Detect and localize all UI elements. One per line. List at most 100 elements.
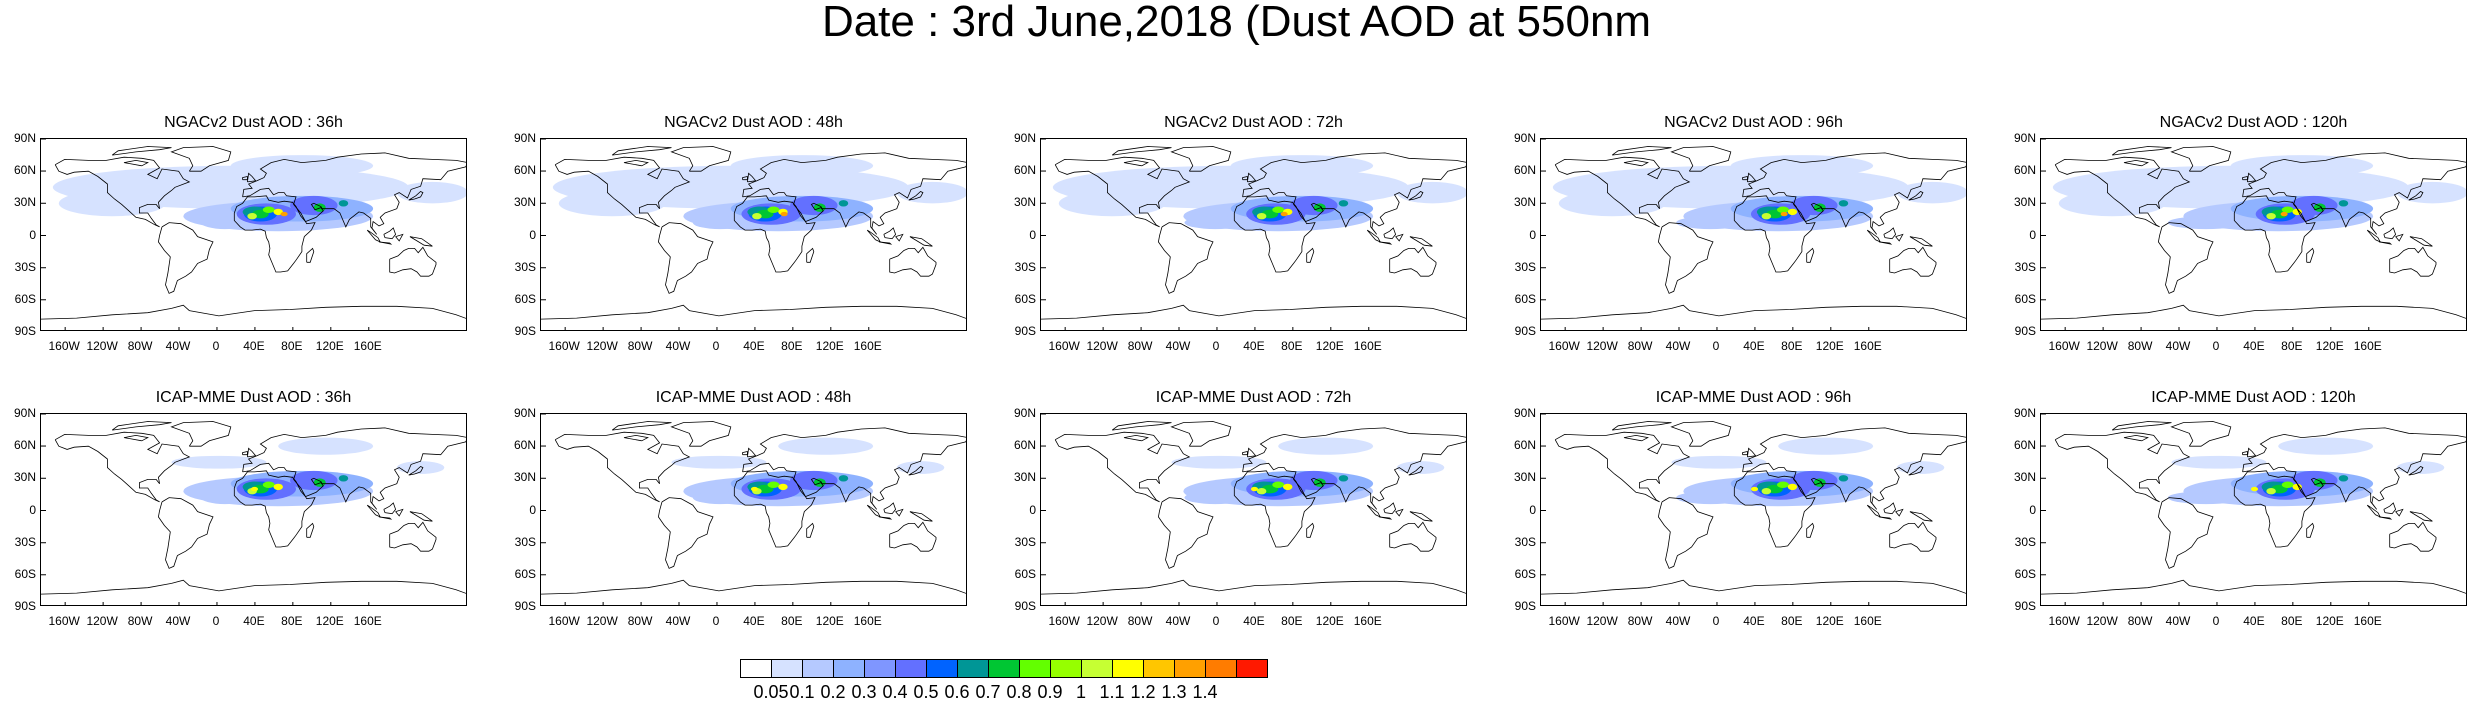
colorbar-swatch bbox=[771, 659, 803, 678]
lat-label: 30S bbox=[514, 259, 536, 274]
coastline bbox=[2111, 146, 2172, 156]
lon-label: 40E bbox=[1243, 614, 1265, 628]
dust-aod-contour bbox=[752, 212, 762, 220]
lon-label: 120W bbox=[86, 339, 118, 353]
dust-aod-contour bbox=[1730, 155, 1874, 177]
coastline bbox=[1909, 511, 1933, 522]
lat-label: 90S bbox=[1014, 599, 1036, 613]
coastline bbox=[1123, 434, 1149, 442]
dust-aod-contour bbox=[730, 155, 874, 177]
coastline bbox=[2242, 152, 2466, 235]
lat-label: 90N bbox=[2013, 131, 2036, 145]
coastline bbox=[2041, 579, 2466, 595]
lat-label: 90N bbox=[513, 406, 536, 420]
coastline bbox=[908, 191, 924, 201]
dust-aod-contour bbox=[338, 200, 349, 207]
lon-label: 160W bbox=[1048, 339, 1080, 353]
coastline bbox=[2233, 195, 2316, 273]
lon-label: 120W bbox=[1586, 339, 1618, 353]
coastline bbox=[1611, 421, 1672, 431]
lat-label: 90N bbox=[1513, 131, 1536, 145]
dust-aod-contour bbox=[278, 437, 374, 455]
world-map bbox=[540, 138, 967, 331]
colorbar-swatch bbox=[1112, 659, 1144, 678]
dust-aod-contour bbox=[778, 483, 788, 491]
dust-aod-contour bbox=[247, 212, 257, 220]
coastline bbox=[1395, 233, 1404, 242]
dust-aod-contour bbox=[838, 200, 849, 207]
coastline bbox=[1657, 222, 1714, 294]
lat-label: 60S bbox=[2014, 566, 2036, 581]
coastline bbox=[1054, 431, 1191, 503]
lon-label: 120W bbox=[1086, 339, 1118, 353]
aod-map-svg bbox=[1041, 414, 1466, 605]
lat-label: 30S bbox=[1514, 534, 1536, 549]
dust-aod-contour bbox=[1058, 190, 1166, 217]
coastline bbox=[1233, 470, 1316, 548]
dust-aod-contour bbox=[1290, 470, 1338, 491]
coastline bbox=[733, 195, 816, 273]
aod-map-svg bbox=[541, 414, 966, 605]
lon-label: 160W bbox=[2048, 614, 2080, 628]
coastline bbox=[2383, 227, 2397, 240]
panel-title: NGACv2 Dust AOD : 120h bbox=[2159, 114, 2348, 131]
colorbar-label: 1.3 bbox=[1161, 682, 1187, 702]
lon-label: 0 bbox=[1712, 614, 1720, 628]
lat-label: 0 bbox=[2029, 227, 2036, 242]
coastline bbox=[1242, 175, 1248, 181]
coastline bbox=[2111, 421, 2172, 431]
lon-label: 120E bbox=[815, 614, 844, 628]
coastline bbox=[747, 172, 757, 183]
lon-label: 80W bbox=[1127, 614, 1153, 628]
lat-label: 60S bbox=[1014, 291, 1036, 306]
colorbar-label: 1.2 bbox=[1130, 682, 1156, 702]
lat-label: 30S bbox=[2014, 534, 2036, 549]
panel-title: ICAP-MME Dust AOD : 96h bbox=[1655, 389, 1852, 406]
lon-label: 160E bbox=[1353, 339, 1382, 353]
coastline bbox=[1409, 236, 1433, 247]
dust-aod-contour bbox=[1272, 481, 1285, 488]
lat-label: 60S bbox=[514, 291, 536, 306]
dust-aod-contour bbox=[1777, 481, 1789, 488]
lon-label: 120E bbox=[2315, 614, 2344, 628]
coastline bbox=[157, 497, 214, 569]
world-map bbox=[1540, 413, 1967, 606]
coastline bbox=[1670, 421, 1732, 447]
lon-label: 120W bbox=[2086, 614, 2118, 628]
coastline bbox=[242, 427, 466, 510]
lon-label: 80E bbox=[281, 614, 303, 628]
lat-label: 0 bbox=[529, 227, 536, 242]
world-map bbox=[1040, 138, 1467, 331]
dust-aod-contour bbox=[2250, 486, 2259, 492]
map-panel: NGACv2 Dust AOD : 96h 90N 60N 30N 0 30S 60S 90S… bbox=[1514, 114, 1967, 353]
coastline bbox=[1378, 241, 1393, 245]
lon-label: 80W bbox=[1627, 339, 1653, 353]
world-map bbox=[2040, 413, 2467, 606]
dust-aod-contour bbox=[396, 181, 466, 204]
lat-label: 0 bbox=[1529, 227, 1536, 242]
lat-label: 30N bbox=[1513, 470, 1536, 485]
lat-label: 90N bbox=[2013, 406, 2036, 420]
dust-aod-contour bbox=[2266, 212, 2276, 220]
coastline bbox=[233, 470, 316, 548]
coastline bbox=[1157, 497, 1214, 569]
map-panel: ICAP-MME Dust AOD : 120h 90N 60N 30N 0 30S 60S… bbox=[2014, 389, 2467, 628]
lon-label: 80W bbox=[2127, 614, 2153, 628]
lat-label: 90S bbox=[2014, 324, 2036, 338]
dust-aod-contour bbox=[2338, 200, 2349, 207]
lon-label: 160E bbox=[353, 614, 382, 628]
coastline bbox=[383, 227, 397, 240]
coastline bbox=[123, 159, 149, 167]
lon-label: 40W bbox=[1665, 614, 1691, 628]
lat-label: 90S bbox=[14, 324, 36, 338]
coastline bbox=[1878, 516, 1893, 520]
coastline bbox=[1541, 304, 1966, 320]
coastline bbox=[742, 152, 966, 235]
dust-aod-contour bbox=[671, 455, 767, 469]
dust-aod-contour bbox=[1280, 211, 1288, 217]
coastline bbox=[409, 511, 433, 522]
dust-aod-contour bbox=[1761, 487, 1772, 495]
dust-aod-contour bbox=[558, 190, 666, 217]
coastline bbox=[1395, 508, 1404, 517]
map-panel: ICAP-MME Dust AOD : 48h 90N 60N 30N 0 30S 60S 9… bbox=[514, 389, 967, 628]
